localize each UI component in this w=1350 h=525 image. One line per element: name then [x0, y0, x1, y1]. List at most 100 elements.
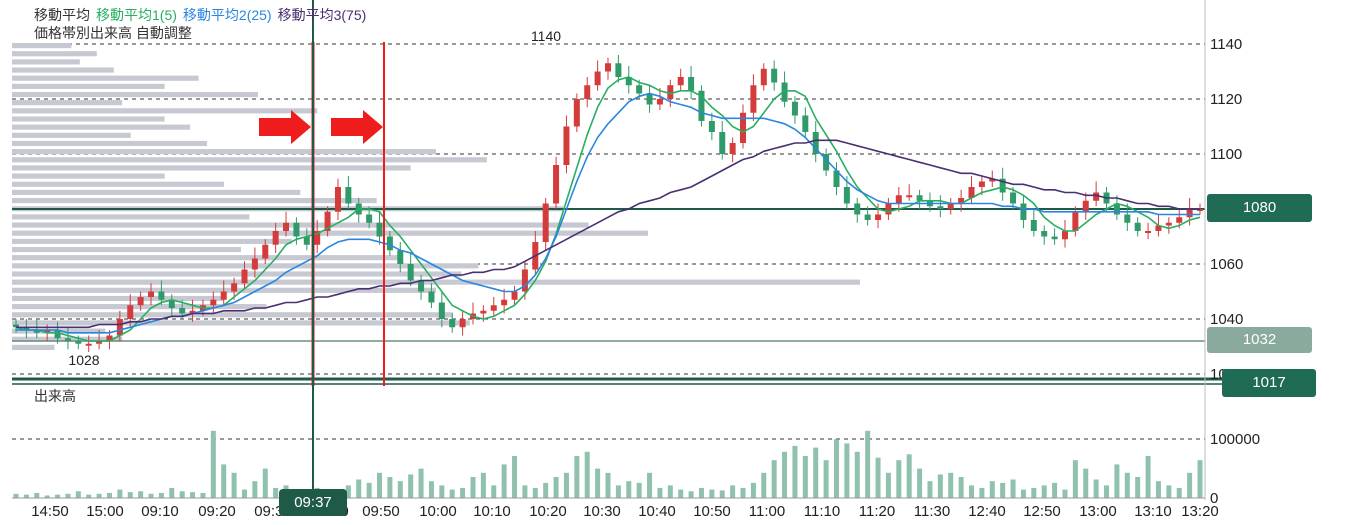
volume-bar: [23, 494, 29, 498]
cursor-time-tag: 09:37: [279, 489, 347, 516]
x-tick-label: 11:20: [859, 503, 895, 520]
candle-body: [23, 327, 30, 330]
volume-bar: [377, 472, 383, 498]
volume-profile-bar: [12, 140, 208, 147]
volume-bar: [262, 468, 268, 498]
volume-bar: [563, 472, 569, 498]
volume-bar: [241, 489, 247, 498]
y-tick-label: 1040: [1210, 311, 1243, 328]
candle-body: [542, 203, 549, 242]
candle-body: [698, 90, 705, 121]
volume-bar: [937, 474, 943, 498]
volume-bar: [636, 482, 642, 498]
volume-bar: [345, 485, 351, 498]
volume-bar: [543, 482, 549, 498]
low-line-price-tag[interactable]: 1017: [1222, 369, 1316, 397]
candle-body: [283, 222, 290, 231]
x-tick-label: 11:00: [749, 503, 785, 520]
candle-body: [220, 291, 227, 300]
ma1-legend[interactable]: 移動平均1(5): [96, 7, 177, 23]
ma3-legend[interactable]: 移動平均3(75): [277, 7, 367, 23]
candle-body: [750, 85, 757, 113]
candle-body: [573, 99, 580, 127]
volume-bar: [470, 477, 476, 498]
candle-body: [958, 198, 965, 204]
volume-profile-bar: [12, 132, 131, 138]
vp-legend-mode[interactable]: 自動調整: [135, 25, 192, 41]
volume-bar: [771, 460, 777, 498]
x-tick-label: 13:00: [1079, 503, 1117, 520]
candle-body: [13, 324, 19, 328]
x-tick-label: 10:30: [583, 503, 621, 520]
volume-bar: [1155, 481, 1161, 498]
candle-body: [96, 341, 103, 344]
candle-body: [501, 299, 508, 306]
volume-bar: [917, 468, 923, 498]
volume-bar: [605, 472, 611, 498]
candle-body: [625, 77, 632, 86]
volume-bar: [106, 492, 112, 498]
candle-body: [137, 297, 144, 306]
candle-body: [386, 236, 393, 251]
volume-bar: [813, 447, 819, 498]
candle-body: [978, 181, 985, 187]
volume-bar: [1135, 477, 1141, 498]
volume-bar: [1124, 472, 1130, 498]
candle-body: [148, 291, 155, 297]
candle-body: [324, 211, 331, 231]
candle-body: [210, 299, 217, 306]
low-annotation: 1028: [68, 352, 99, 368]
y-tick-label: 1060: [1210, 256, 1243, 273]
volume-bar: [802, 456, 808, 498]
volume-bar: [948, 472, 954, 498]
candle-body: [418, 280, 425, 292]
candle-body: [916, 195, 923, 201]
volume-profile-bar: [12, 214, 250, 220]
volume-bar: [449, 489, 455, 498]
volume-title: 出来高: [34, 388, 76, 404]
volume-bar: [1083, 468, 1089, 498]
candle-body: [843, 187, 850, 204]
last-price-tag: 1080: [1207, 194, 1312, 222]
candle-body: [1041, 231, 1048, 237]
candle-body: [875, 214, 882, 220]
volume-profile-bar: [12, 222, 589, 228]
ma-legend-title: 移動平均: [34, 7, 90, 23]
candle-body: [791, 101, 798, 116]
candle-body: [1197, 209, 1203, 211]
volume-bar: [1197, 460, 1203, 498]
volume-profile-bar: [12, 149, 436, 155]
candle-body: [334, 187, 341, 212]
x-tick-label: 13:10: [1134, 503, 1172, 520]
candle-body: [376, 222, 383, 237]
ma2-legend[interactable]: 移動平均2(25): [182, 7, 272, 23]
x-tick-label: 10:00: [419, 503, 457, 520]
candle-body: [231, 283, 238, 292]
candle-body: [563, 126, 570, 165]
candle-body: [407, 264, 414, 281]
volume-bar: [730, 485, 736, 498]
volume-bar: [210, 430, 216, 498]
volume-bar: [273, 487, 279, 498]
volume-profile-bar: [12, 91, 258, 98]
x-tick-label: 10:40: [638, 503, 676, 520]
volume-bar: [854, 451, 860, 498]
volume-bar: [138, 491, 144, 498]
volume-profile-bar: [12, 246, 241, 253]
volume-bar: [782, 451, 788, 498]
ma-legend: 移動平均 移動平均1(5) 移動平均2(25) 移動平均3(75): [34, 5, 372, 25]
volume-profile-bar: [12, 116, 165, 122]
volume-bar: [428, 481, 434, 498]
candle-body: [802, 115, 809, 132]
volume-bar: [740, 487, 746, 498]
candle-body: [781, 82, 788, 102]
volume-bar: [1176, 487, 1182, 498]
candle-body: [823, 154, 830, 171]
volume-bar: [719, 490, 725, 498]
volume-profile-bar: [12, 344, 55, 350]
candle-body: [511, 291, 518, 300]
volume-tick-label: 100000: [1210, 431, 1260, 448]
candle-body: [1134, 222, 1141, 231]
candle-body: [251, 258, 258, 270]
